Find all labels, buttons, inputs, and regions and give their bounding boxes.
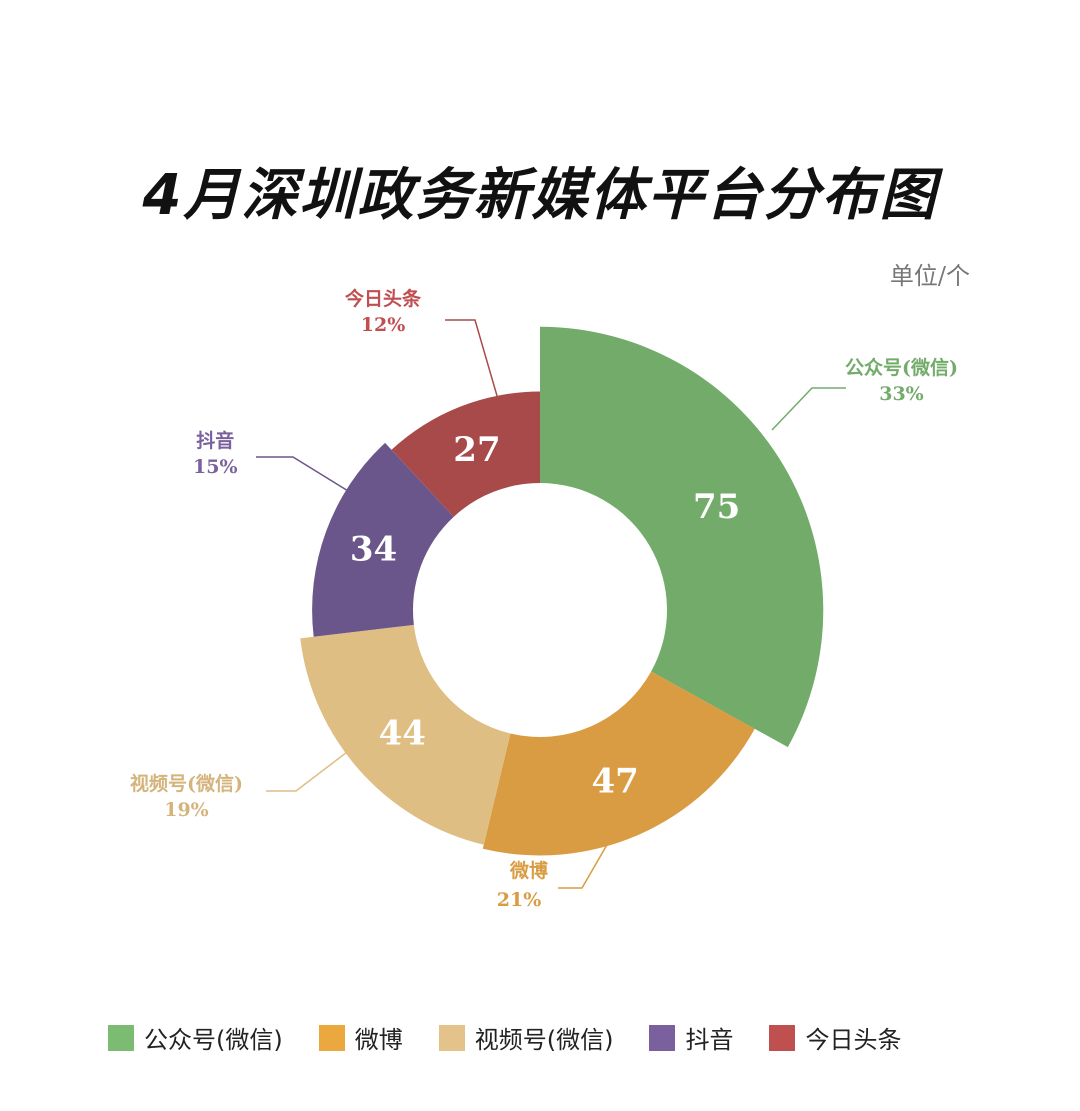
- value-label-2: 44: [379, 713, 426, 753]
- legend-item-1[interactable]: 微博: [318, 1020, 403, 1055]
- slice-label-1: 微博 21%: [496, 860, 549, 911]
- leader-line-3: [256, 456, 354, 495]
- slice-label-2: 视频号(微信) 19%: [130, 773, 243, 821]
- slice-label-4: 今日头条 12%: [345, 288, 422, 336]
- value-label-1: 47: [591, 761, 638, 801]
- slice-0[interactable]: [540, 326, 824, 748]
- legend-swatch: [108, 1024, 134, 1051]
- slice-2[interactable]: [300, 624, 511, 845]
- value-label-3: 34: [350, 530, 397, 570]
- legend-item-3[interactable]: 抖音: [649, 1020, 733, 1055]
- legend-swatch: [438, 1024, 465, 1051]
- value-label-4: 27: [453, 430, 500, 470]
- slice-label-3: 抖音 15%: [193, 430, 238, 478]
- slice-label-0: 公众号(微信) 33%: [845, 357, 958, 405]
- legend-swatch: [649, 1024, 676, 1051]
- legend-item-0[interactable]: 公众号(微信): [108, 1020, 283, 1055]
- leader-line-4: [445, 319, 503, 414]
- legend: 公众号(微信) 微博 视频号(微信) 抖音 今日头条: [108, 1020, 937, 1055]
- unit-label: 单位/个: [889, 262, 970, 290]
- leader-line-0: [771, 387, 846, 431]
- legend-swatch: [318, 1024, 345, 1051]
- legend-item-2[interactable]: 视频号(微信): [438, 1020, 613, 1055]
- slice-4[interactable]: [391, 391, 540, 517]
- value-label-0: 75: [693, 487, 740, 527]
- leader-line-1: [558, 842, 609, 889]
- leader-line-2: [266, 748, 352, 792]
- legend-swatch: [769, 1024, 796, 1051]
- chart-title: 4月深圳政务新媒体平台分布图: [142, 163, 938, 228]
- slice-1[interactable]: [482, 671, 755, 856]
- legend-item-4[interactable]: 今日头条: [769, 1020, 901, 1055]
